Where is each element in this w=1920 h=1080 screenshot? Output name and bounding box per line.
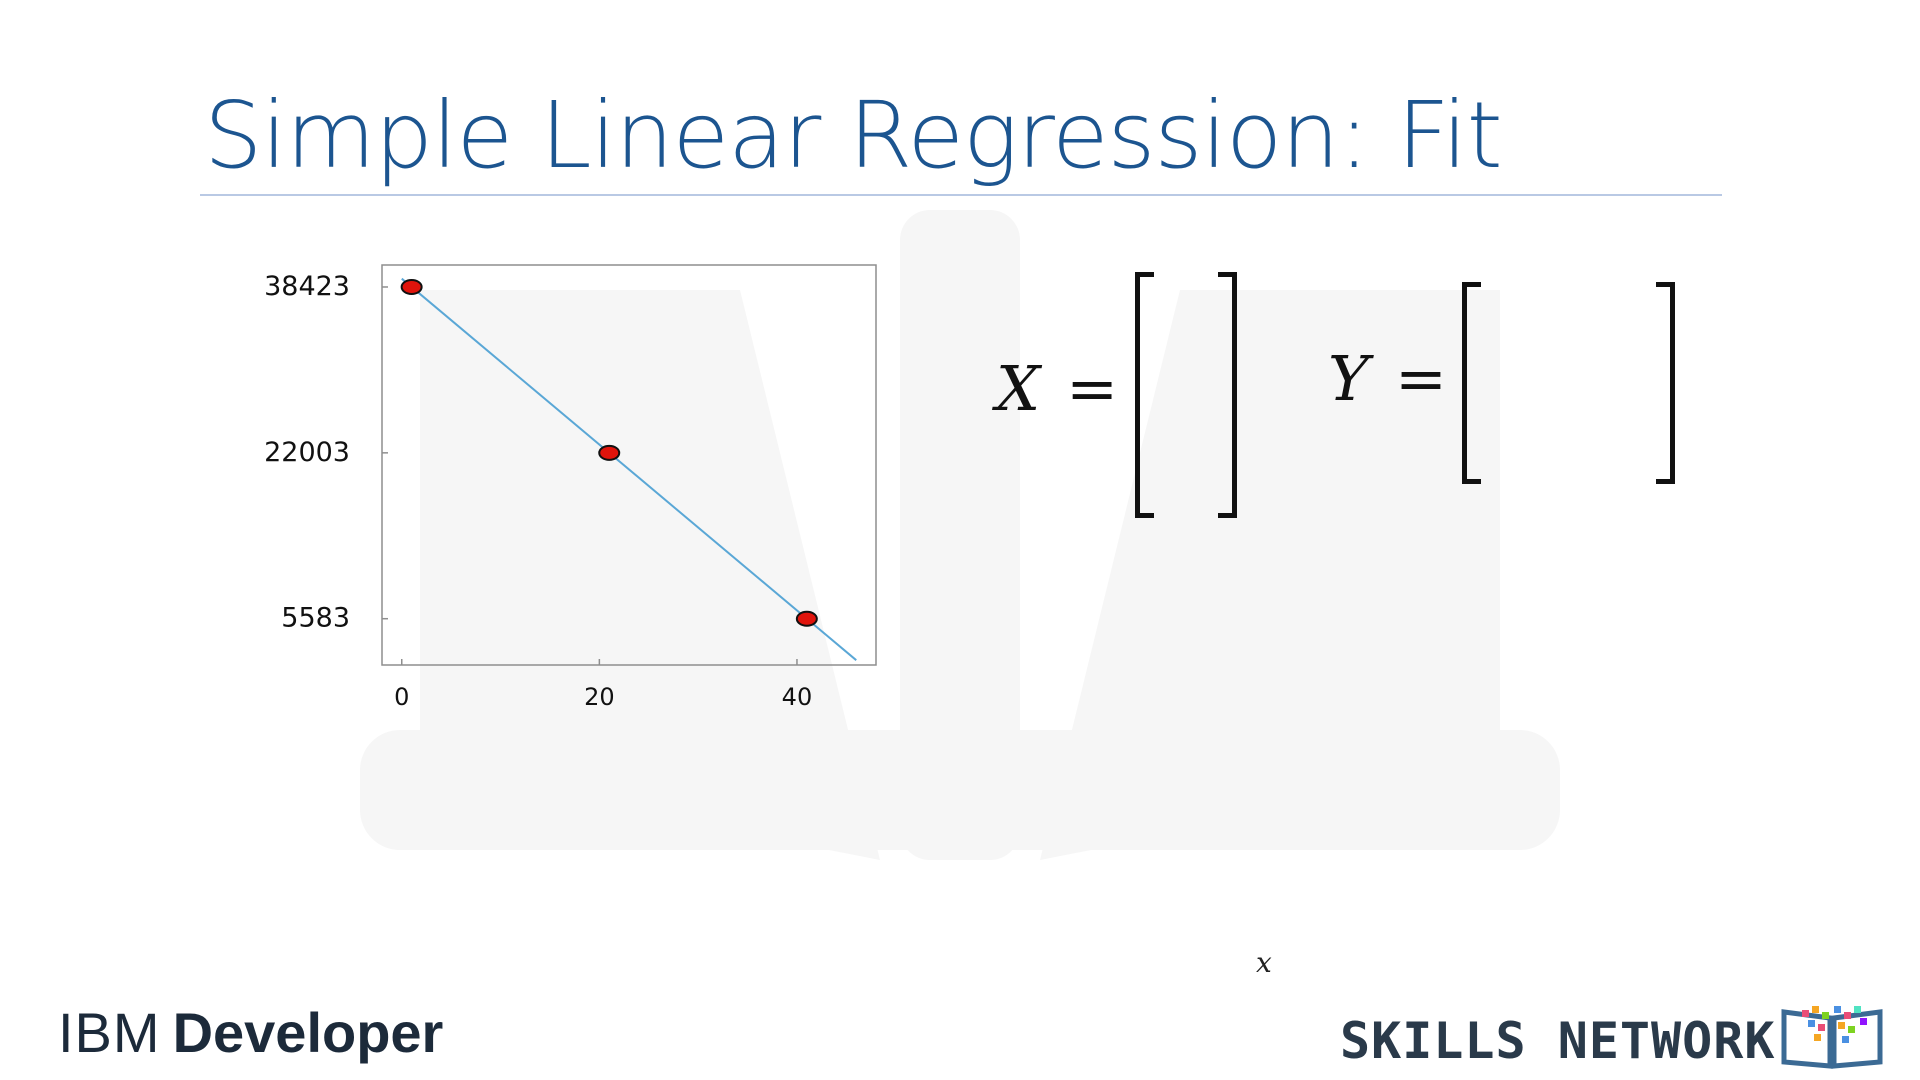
data-point (598, 444, 621, 461)
variable-x-label: x (1256, 946, 1272, 979)
plot-frame (381, 264, 877, 666)
y-matrix-label: Y = (1328, 342, 1447, 415)
y-matrix-left-bracket (1462, 282, 1481, 484)
x-matrix-right-bracket (1218, 272, 1237, 518)
data-point (400, 278, 423, 295)
y-tick-label: 38423 (264, 271, 350, 302)
open-book-pixel-icon (1781, 1006, 1883, 1069)
ibm-text: IBM (58, 1001, 161, 1064)
x-symbol: X (996, 352, 1041, 425)
y-symbol: Y (1328, 342, 1369, 415)
developer-text: Developer (172, 1001, 444, 1064)
title-divider (200, 194, 1722, 196)
y-matrix-right-bracket (1656, 282, 1675, 484)
book-watermark-icon (360, 210, 1560, 860)
x-equals-sign: = (1066, 352, 1119, 425)
data-point (795, 610, 818, 627)
skills-network-logo: SKILLS NETWORK (1340, 1012, 1776, 1070)
y-equals-sign: = (1394, 342, 1447, 415)
regression-line (401, 277, 857, 661)
ibm-developer-logo: IBM Developer (58, 1000, 443, 1065)
y-tick-label: 5583 (281, 603, 350, 634)
x-matrix-left-bracket (1135, 272, 1154, 518)
slide-title: Simple Linear Regression: Fit (204, 82, 1503, 189)
x-tick-label: 20 (584, 683, 615, 711)
x-tick-label: 40 (782, 683, 813, 711)
x-matrix-label: X = (996, 352, 1118, 425)
x-tick-label: 0 (394, 683, 409, 711)
y-tick-label: 22003 (264, 437, 350, 468)
